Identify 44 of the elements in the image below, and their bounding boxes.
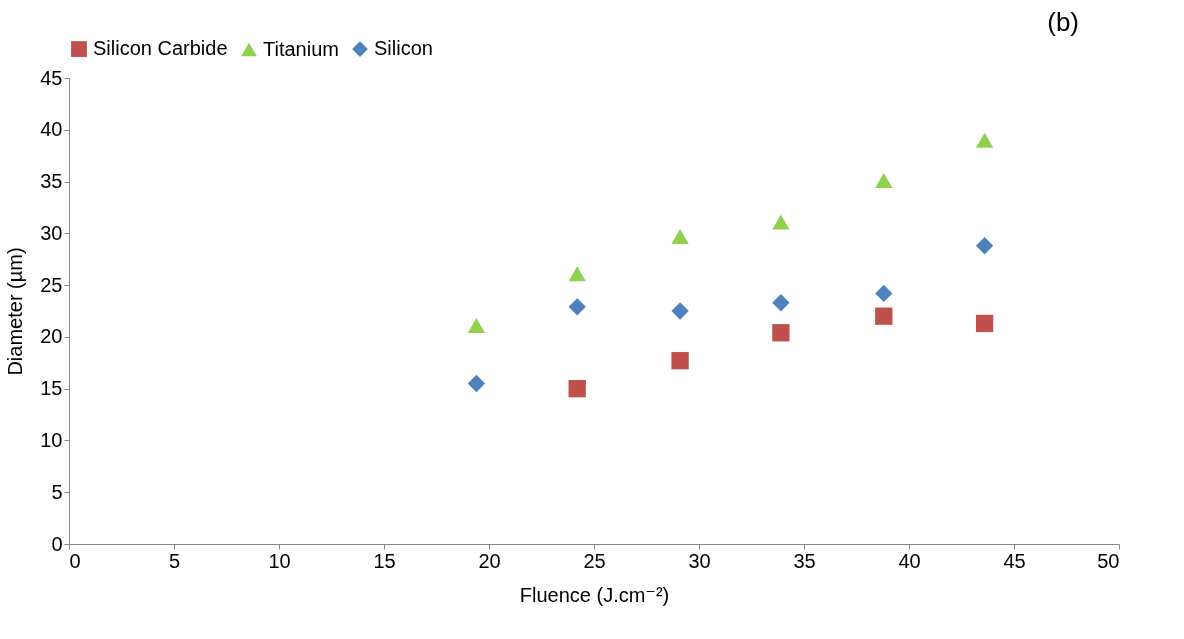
x-tick-label: 35 bbox=[793, 549, 816, 572]
point bbox=[975, 132, 994, 148]
x-tick-label: 5 bbox=[168, 549, 181, 572]
x-tick-label: 15 bbox=[373, 549, 396, 572]
y-tick-label: 35 bbox=[40, 170, 63, 193]
point bbox=[975, 314, 994, 333]
point bbox=[568, 380, 586, 398]
y-tick-label: 10 bbox=[40, 428, 63, 451]
point bbox=[467, 374, 486, 393]
x-tick-label: 30 bbox=[688, 549, 711, 572]
x-tick-label: 40 bbox=[898, 549, 921, 572]
text: (b) bbox=[1047, 7, 1079, 37]
legend-label: Silicon Carbide bbox=[93, 37, 228, 60]
point bbox=[671, 302, 689, 320]
y-tick-label: 45 bbox=[40, 66, 63, 89]
x-tick-label: 50 bbox=[1097, 549, 1120, 572]
x-tick-label: 10 bbox=[268, 549, 291, 572]
x-tick-label: 20 bbox=[478, 549, 501, 572]
point bbox=[671, 228, 689, 244]
point bbox=[975, 237, 994, 255]
point bbox=[772, 214, 790, 230]
y-tick-label: 30 bbox=[40, 221, 63, 244]
legend-label: Silicon bbox=[374, 37, 433, 60]
y-tick-label: 5 bbox=[51, 480, 63, 503]
x-tick-label: 25 bbox=[583, 549, 606, 572]
y-tick-label: 40 bbox=[40, 118, 63, 141]
point bbox=[568, 266, 586, 282]
point bbox=[875, 307, 893, 325]
y-tick-label: 15 bbox=[40, 377, 63, 400]
point bbox=[467, 318, 486, 333]
x-tick-label: 45 bbox=[1003, 549, 1026, 572]
point bbox=[772, 294, 790, 312]
point bbox=[772, 324, 790, 342]
point bbox=[875, 173, 893, 189]
point bbox=[875, 284, 893, 303]
point bbox=[671, 352, 689, 370]
y-tick-label: 20 bbox=[40, 325, 63, 348]
y-axis-title: Diameter (µm) bbox=[4, 247, 27, 376]
y-tick-label: 0 bbox=[51, 532, 63, 555]
x-axis-title: Fluence (J.cm⁻²) bbox=[519, 583, 670, 606]
point bbox=[568, 298, 586, 316]
y-tick-label: 25 bbox=[40, 273, 63, 296]
legend-label: Titanium bbox=[263, 37, 339, 60]
x-tick-label: 0 bbox=[69, 549, 81, 572]
